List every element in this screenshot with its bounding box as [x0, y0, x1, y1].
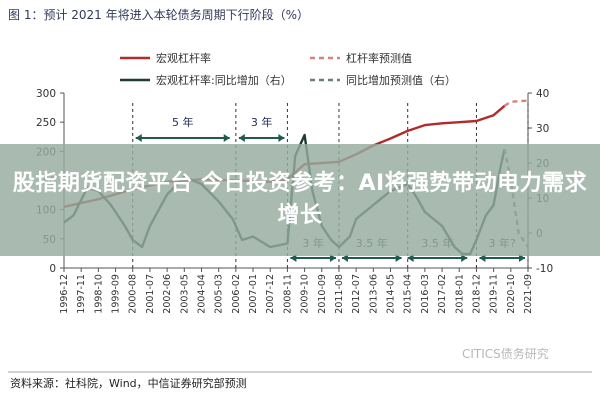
- arrowhead-right: [223, 134, 230, 142]
- x-tick-label: 2010-09: [317, 274, 328, 314]
- x-tick-label: 2020-10: [506, 274, 517, 314]
- x-tick-label: 2007-01: [248, 274, 259, 314]
- x-tick-label: 2000-08: [128, 274, 139, 314]
- arrowhead-left: [290, 254, 297, 262]
- headline-banner: 股指期货配资平台 今日投资参考：AI将强势带动电力需求增长: [0, 144, 600, 256]
- arrowhead-right: [395, 254, 402, 262]
- legend-label-yoy-forecast: 同比增加预测值（右）: [346, 73, 456, 87]
- x-tick-label: 2005-03: [214, 274, 225, 314]
- x-tick-label: 1999-09: [111, 274, 122, 314]
- right-tick-label: 40: [536, 88, 549, 100]
- legend-label-yoy: 宏观杠杆率:同比增加（右）: [156, 73, 292, 87]
- x-tick-label: 2019-11: [489, 274, 500, 314]
- arrowhead-right: [278, 134, 285, 142]
- arrowhead-left: [407, 254, 414, 262]
- legend-label-leverage-forecast: 杠杆率预测值: [346, 51, 412, 65]
- x-tick-label: 2016-03: [420, 274, 431, 314]
- x-tick-label: 2021-09: [523, 274, 534, 314]
- source-note: 资料来源：社科院，Wind，中信证券研究部预测: [10, 376, 247, 390]
- x-tick-label: 2008-11: [282, 274, 293, 314]
- x-tick-label: 1996-12: [59, 274, 70, 314]
- arrowhead-left: [479, 254, 486, 262]
- x-axis: 1996-12 1997-11 1998-10 1999-09 2000-08 2001-…: [59, 268, 534, 314]
- x-tick-label: 2011-08: [334, 274, 345, 314]
- arrowhead-left: [135, 134, 142, 142]
- x-tick-label: 2004-04: [196, 274, 207, 314]
- cycle-length-label: 5 年: [172, 115, 194, 129]
- x-tick-label: 2014-05: [386, 274, 397, 314]
- arrowhead-right: [329, 254, 336, 262]
- x-tick-label: 2012-07: [351, 274, 362, 314]
- x-tick-label: 2002-06: [162, 274, 173, 314]
- x-tick-label: 2013-06: [368, 274, 379, 314]
- x-tick-label: 2003-05: [179, 274, 190, 314]
- left-tick-label: 0: [49, 263, 56, 275]
- watermark: CITICS债务研究: [462, 346, 549, 361]
- arrowhead-right: [519, 254, 525, 262]
- x-tick-label: 2018-12: [471, 274, 482, 314]
- headline-text: 股指期货配资平台 今日投资参考：AI将强势带动电力需求增长: [12, 171, 588, 228]
- chart-title: 图 1：预计 2021 年将进入本轮债务周期下行阶段（%）: [8, 7, 309, 22]
- x-tick-label: 2001-07: [145, 274, 156, 314]
- x-tick-label: 2009-10: [300, 274, 311, 314]
- x-tick-label: 2006-02: [231, 274, 242, 314]
- x-tick-label: 2015-04: [403, 274, 414, 314]
- x-tick-label: 1997-11: [76, 274, 87, 314]
- arrowhead-right: [461, 254, 468, 262]
- left-tick-label: 250: [36, 117, 56, 129]
- cycle-length-label: 3 年: [251, 115, 273, 129]
- legend-label-leverage: 宏观杠杆率: [156, 51, 211, 65]
- arrowhead-left: [238, 134, 245, 142]
- x-tick-label: 2018-01: [454, 274, 465, 314]
- left-tick-label: 300: [36, 88, 56, 100]
- legend: 宏观杠杆率 杠杆率预测值 宏观杠杆率:同比增加（右） 同比增加预测值（右）: [120, 51, 456, 87]
- right-tick-label: -10: [536, 263, 553, 275]
- arrowhead-left: [341, 254, 348, 262]
- right-tick-label: 30: [536, 123, 549, 135]
- leverage-forecast-line: [503, 99, 529, 107]
- x-tick-label: 1998-10: [93, 274, 104, 314]
- x-tick-label: 2017-02: [437, 274, 448, 314]
- x-tick-label: 2007-12: [265, 274, 276, 314]
